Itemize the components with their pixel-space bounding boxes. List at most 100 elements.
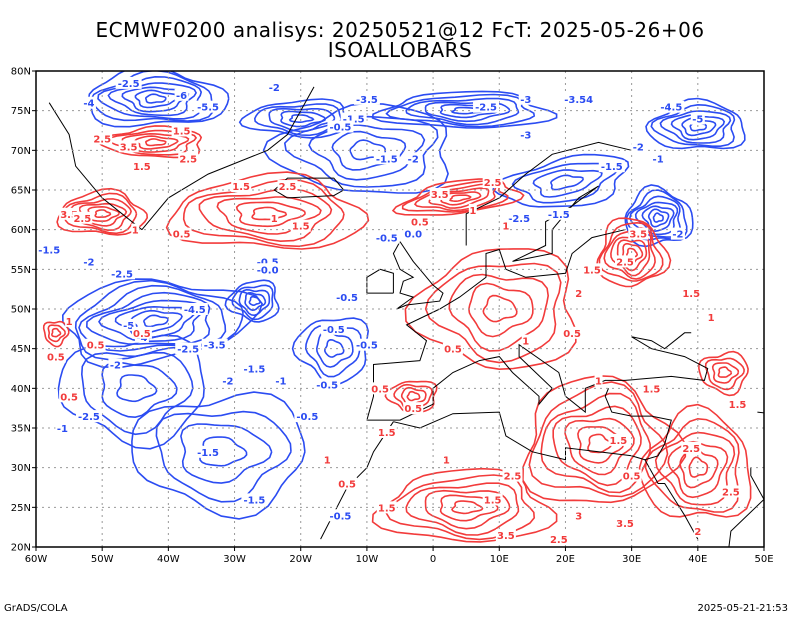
contour-value-label: 3.5 bbox=[60, 210, 78, 221]
lon-tick-label: 30W bbox=[223, 554, 246, 565]
contour-line bbox=[57, 334, 205, 450]
contour-line bbox=[550, 174, 585, 191]
contour-label-bg bbox=[468, 203, 477, 216]
contour-value-label: 0.5 bbox=[563, 329, 581, 340]
contour-line bbox=[711, 362, 740, 384]
contour-label-bg bbox=[270, 211, 279, 224]
contour-line bbox=[448, 273, 550, 352]
contour-label-bg bbox=[506, 211, 533, 224]
contour-label-bg bbox=[641, 382, 662, 395]
contour-value-label: -1.5 bbox=[343, 115, 365, 126]
lat-tick-label: 70N bbox=[11, 146, 31, 157]
contour-value-label: 1 bbox=[502, 222, 509, 233]
contour-line bbox=[97, 75, 203, 120]
contour-label-bg bbox=[337, 477, 358, 490]
contour-line bbox=[482, 294, 518, 323]
contour-value-label: 2.5 bbox=[179, 154, 197, 165]
lat-tick-label: 50N bbox=[11, 305, 31, 316]
contour-line bbox=[87, 205, 120, 223]
contour-line bbox=[144, 138, 167, 147]
lat-tick-label: 40N bbox=[11, 384, 31, 395]
contour-label-bg bbox=[195, 445, 222, 458]
coastline bbox=[465, 141, 632, 246]
contour-line bbox=[622, 243, 644, 266]
lat-tick-label: 30N bbox=[11, 463, 31, 474]
contour-value-label: 3.5 bbox=[120, 142, 138, 153]
contour-value-label: 0.5 bbox=[60, 392, 78, 403]
contour-value-label: -2 bbox=[408, 154, 419, 165]
contour-label-bg bbox=[327, 120, 354, 133]
contour-label-bg bbox=[502, 469, 523, 482]
contour-line bbox=[654, 431, 736, 506]
lat-tick-label: 75N bbox=[11, 106, 31, 117]
contour-value-label: -1 bbox=[275, 376, 286, 387]
contour-value-label: 1.5 bbox=[232, 182, 250, 193]
contour-value-label: -2.5 bbox=[508, 214, 530, 225]
contour-line bbox=[238, 98, 354, 139]
contour-line bbox=[587, 433, 612, 454]
contour-value-label: -3.54 bbox=[564, 95, 593, 106]
contour-label-bg bbox=[72, 211, 93, 224]
contour-value-label: 1.5 bbox=[484, 495, 502, 506]
contour-label-bg bbox=[195, 100, 222, 113]
lon-tick-label: 60W bbox=[25, 554, 48, 565]
contour-label-bg bbox=[131, 326, 152, 339]
contour-line bbox=[253, 103, 342, 137]
contour-label-bg bbox=[171, 227, 192, 240]
contour-line bbox=[371, 467, 558, 543]
contour-label-bg bbox=[681, 287, 702, 300]
contour-line bbox=[577, 426, 625, 464]
contour-value-label: -3.5 bbox=[356, 95, 378, 106]
contour-label-bg bbox=[628, 227, 649, 240]
contour-label-bg bbox=[581, 263, 602, 276]
contour-line bbox=[315, 330, 354, 368]
contour-value-label: -0.0 bbox=[257, 265, 279, 276]
contour-line bbox=[439, 494, 499, 522]
contour-value-label: -2.5 bbox=[475, 103, 497, 114]
contour-label-bg bbox=[594, 374, 603, 387]
contour-value-label: 1 bbox=[324, 456, 331, 467]
contour-label-bg bbox=[273, 374, 288, 387]
contour-line bbox=[540, 392, 651, 494]
contour-line bbox=[385, 93, 536, 128]
contour-line bbox=[384, 380, 438, 415]
contour-label-bg bbox=[174, 88, 189, 101]
contour-line bbox=[235, 201, 307, 228]
contour-label-bg bbox=[615, 517, 636, 530]
contour-label-bg bbox=[574, 509, 583, 522]
contour-label-bg bbox=[171, 124, 192, 137]
contour-label-bg bbox=[115, 76, 142, 89]
contour-label-bg bbox=[314, 378, 341, 391]
contour-value-label: -5.5 bbox=[197, 103, 219, 114]
contour-label-bg bbox=[131, 223, 140, 236]
contour-value-label: 0.0 bbox=[404, 230, 422, 241]
contour-label-bg bbox=[85, 338, 106, 351]
contour-value-label: -2.5 bbox=[111, 269, 133, 280]
contour-line bbox=[450, 106, 484, 115]
software-credit: GrADS/COLA bbox=[4, 603, 68, 614]
contour-label-bg bbox=[442, 453, 451, 466]
contour-label-bg bbox=[727, 398, 748, 411]
contour-line bbox=[404, 248, 577, 371]
contour-line bbox=[451, 500, 484, 515]
contour-label-bg bbox=[608, 433, 629, 446]
contour-value-label: -0.5 bbox=[257, 257, 279, 268]
contour-value-label: 0.5 bbox=[404, 404, 422, 415]
lon-tick-label: 20W bbox=[289, 554, 312, 565]
contour-line bbox=[468, 282, 534, 338]
contour-value-label: 1.5 bbox=[610, 436, 628, 447]
lat-tick-label: 25N bbox=[11, 503, 31, 514]
contour-value-label: 1.5 bbox=[643, 384, 661, 395]
lat-tick-label: 35N bbox=[11, 424, 31, 435]
contour-line bbox=[428, 187, 490, 209]
contour-line bbox=[98, 299, 205, 343]
axis-tick-labels: 60W 50W 40W 30W 20W 10W 0 10E 20E 30E 40E 50E 20N 25N… bbox=[11, 67, 774, 566]
contour-label-bg bbox=[598, 160, 625, 173]
contour-value-label: 1 bbox=[271, 214, 278, 225]
contour-line bbox=[652, 212, 664, 223]
contour-line bbox=[134, 89, 179, 109]
contour-line bbox=[231, 284, 274, 321]
contour-value-label: -1.5 bbox=[548, 210, 570, 221]
contour-value-label: 1.5 bbox=[729, 400, 747, 411]
contour-label-bg bbox=[621, 469, 642, 482]
